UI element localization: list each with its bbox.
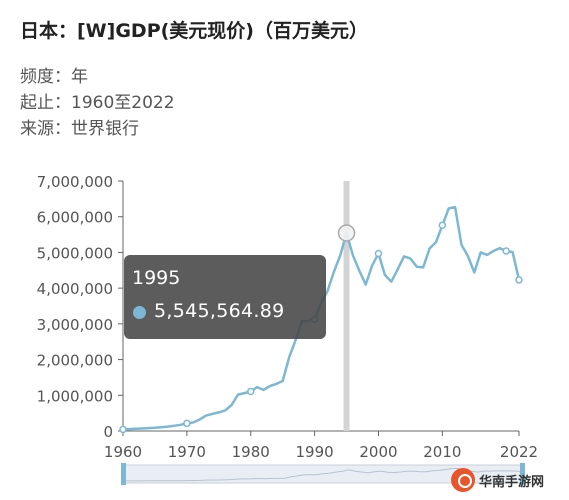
frequency-row: 频度：年	[20, 62, 88, 87]
x-tick-label: 1990	[296, 443, 334, 461]
y-tick-label: 0	[103, 423, 113, 441]
zoom-handle-left[interactable]	[121, 463, 126, 485]
watermark: 华南手游网	[451, 466, 561, 494]
range-row: 起止：1960至2022	[20, 88, 175, 113]
data-point-marker[interactable]	[438, 221, 447, 230]
y-tick-label: 2,000,000	[37, 352, 113, 370]
x-tick-label: 2000	[359, 443, 397, 461]
source-label: 来源：	[20, 119, 71, 139]
source-row: 来源：世界银行	[20, 114, 139, 139]
x-tick-label: 1970	[168, 443, 206, 461]
tooltip-value: 5,545,564.89	[154, 300, 285, 322]
watermark-text: 华南手游网	[479, 474, 545, 490]
x-tick-label: 2022	[500, 443, 538, 461]
data-point-marker[interactable]	[515, 276, 523, 284]
x-tick-label: 1960	[104, 443, 142, 461]
tooltip: 1995 5,545,564.89	[124, 255, 326, 339]
watermark-logo-icon	[451, 468, 475, 492]
y-tick-label: 1,000,000	[37, 387, 113, 405]
data-point-marker[interactable]	[183, 419, 191, 428]
highlight-point[interactable]	[337, 224, 356, 242]
data-point-marker[interactable]	[119, 425, 127, 434]
y-tick-label: 5,000,000	[37, 244, 113, 262]
x-tick-label: 2010	[423, 443, 461, 461]
data-point-marker[interactable]	[246, 387, 255, 396]
source-value: 世界银行	[71, 119, 139, 139]
x-tick-label: 1980	[232, 443, 270, 461]
y-tick-label: 7,000,000	[37, 173, 113, 191]
y-tick-label: 3,000,000	[37, 316, 113, 334]
y-tick-label: 4,000,000	[37, 280, 113, 298]
page-title: 日本：[W]GDP(美元现价)（百万美元）	[20, 20, 368, 42]
zoom-handle-right[interactable]	[520, 463, 525, 485]
data-point-marker[interactable]	[502, 247, 510, 255]
tooltip-year: 1995	[132, 267, 181, 289]
y-tick-label: 6,000,000	[37, 209, 113, 227]
frequency-label: 频度：	[20, 67, 71, 87]
frequency-value: 年	[71, 67, 88, 87]
range-value: 1960至2022	[71, 93, 175, 113]
tooltip-series-dot	[133, 306, 146, 319]
range-label: 起止：	[20, 93, 71, 113]
data-point-marker[interactable]	[374, 249, 383, 258]
